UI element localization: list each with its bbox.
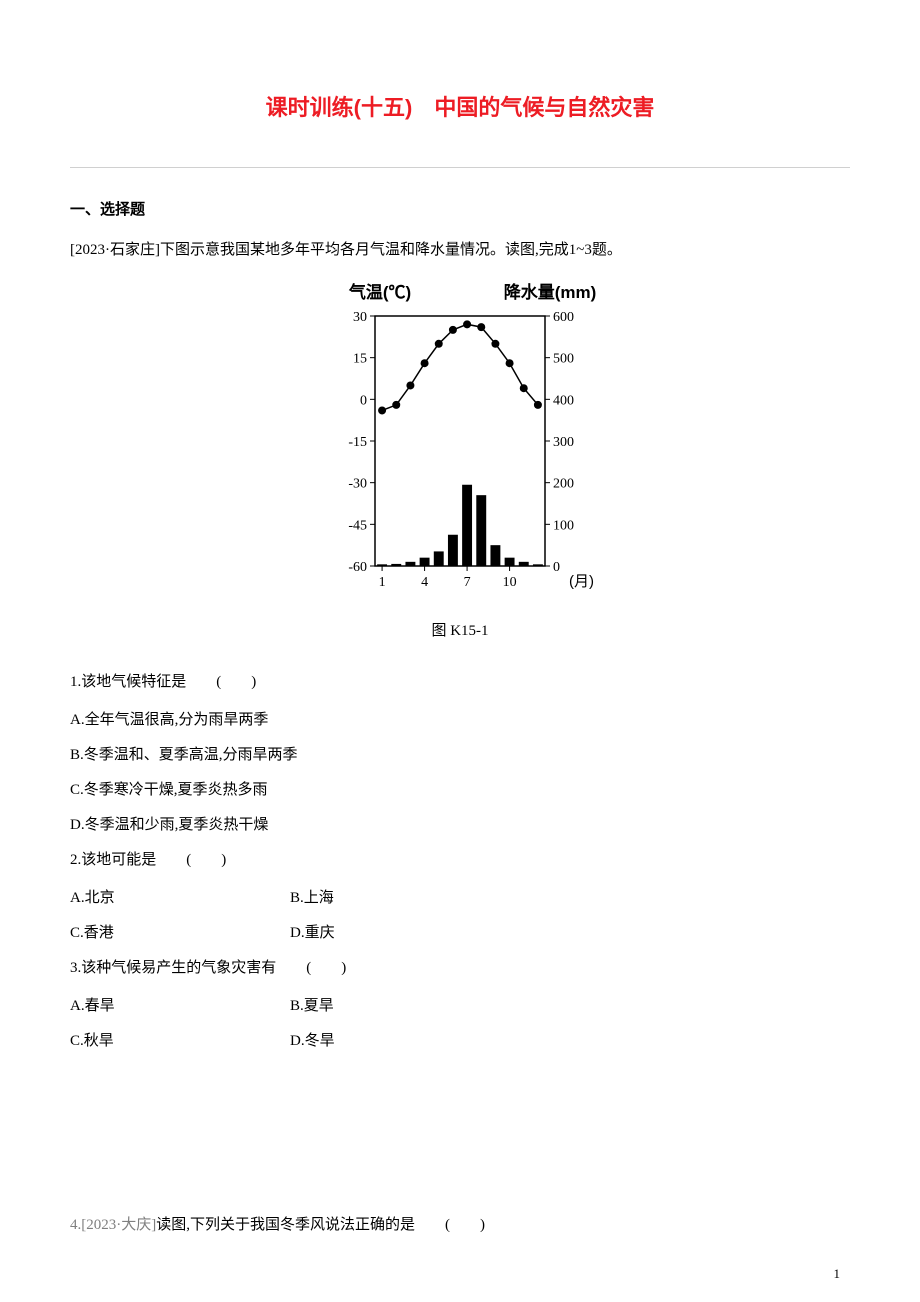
q2-opt-b: B.上海 — [290, 886, 510, 907]
q1-stem: 1.该地气候特征是 ( ) — [70, 670, 850, 694]
svg-text:-60: -60 — [348, 560, 367, 575]
exam-source-tag: [2023·石家庄] — [70, 242, 160, 258]
svg-text:4: 4 — [421, 575, 428, 590]
intro-text: 下图示意我国某地多年平均各月气温和降水量情况。读图,完成1~3题。 — [160, 242, 622, 258]
climate-chart-svg: -60-45-30-150153001002003004005006001471… — [320, 276, 600, 606]
q3-opt-b: B.夏旱 — [290, 994, 510, 1015]
svg-text:10: 10 — [503, 575, 517, 590]
svg-text:30: 30 — [353, 310, 367, 325]
svg-text:降水量(mm): 降水量(mm) — [504, 282, 597, 302]
q3-stem: 3.该种气候易产生的气象灾害有 ( ) — [70, 956, 850, 980]
svg-text:400: 400 — [553, 393, 574, 408]
q2-stem: 2.该地可能是 ( ) — [70, 848, 850, 872]
q1-options: A.全年气温很高,分为雨旱两季 B.冬季温和、夏季高温,分雨旱两季 C.冬季寒冷… — [70, 708, 850, 834]
chart-caption: 图 K15-1 — [70, 619, 850, 640]
q2-options: A.北京 B.上海 C.香港 D.重庆 — [70, 886, 850, 942]
svg-text:0: 0 — [553, 560, 560, 575]
svg-text:-15: -15 — [348, 435, 367, 450]
svg-text:300: 300 — [553, 435, 574, 450]
section-heading: 一、选择题 — [70, 198, 850, 219]
q2-opt-a: A.北京 — [70, 886, 290, 907]
svg-text:-45: -45 — [348, 518, 367, 533]
q2-opt-d: D.重庆 — [290, 921, 510, 942]
svg-text:200: 200 — [553, 476, 574, 491]
svg-text:0: 0 — [360, 393, 367, 408]
q4-text: 读图,下列关于我国冬季风说法正确的是 ( ) — [156, 1217, 485, 1233]
divider — [70, 167, 850, 168]
q1-opt-d: D.冬季温和少雨,夏季炎热干燥 — [70, 813, 850, 834]
q3-opt-a: A.春旱 — [70, 994, 290, 1015]
svg-text:7: 7 — [464, 575, 471, 590]
svg-text:15: 15 — [353, 351, 367, 366]
svg-text:600: 600 — [553, 310, 574, 325]
q1-opt-a: A.全年气温很高,分为雨旱两季 — [70, 708, 850, 729]
q1-opt-b: B.冬季温和、夏季高温,分雨旱两季 — [70, 743, 850, 764]
intro-paragraph: [2023·石家庄]下图示意我国某地多年平均各月气温和降水量情况。读图,完成1~… — [70, 239, 850, 262]
q2-opt-c: C.香港 — [70, 921, 290, 942]
page-number: 1 — [834, 1266, 841, 1282]
svg-text:500: 500 — [553, 351, 574, 366]
q4-tag: 4.[2023·大庆] — [70, 1217, 156, 1233]
q4-line: 4.[2023·大庆]读图,下列关于我国冬季风说法正确的是 ( ) — [70, 1214, 850, 1237]
svg-text:气温(℃): 气温(℃) — [348, 282, 411, 302]
q3-opt-d: D.冬旱 — [290, 1029, 510, 1050]
svg-text:100: 100 — [553, 518, 574, 533]
q3-opt-c: C.秋旱 — [70, 1029, 290, 1050]
svg-text:-30: -30 — [348, 476, 367, 491]
climate-chart: -60-45-30-150153001002003004005006001471… — [70, 276, 850, 611]
q3-options: A.春旱 B.夏旱 C.秋旱 D.冬旱 — [70, 994, 850, 1050]
svg-text:1: 1 — [379, 575, 386, 590]
svg-text:(月): (月) — [569, 573, 594, 590]
lesson-title: 课时训练(十五) 中国的气候与自然灾害 — [70, 90, 850, 122]
q1-opt-c: C.冬季寒冷干燥,夏季炎热多雨 — [70, 778, 850, 799]
